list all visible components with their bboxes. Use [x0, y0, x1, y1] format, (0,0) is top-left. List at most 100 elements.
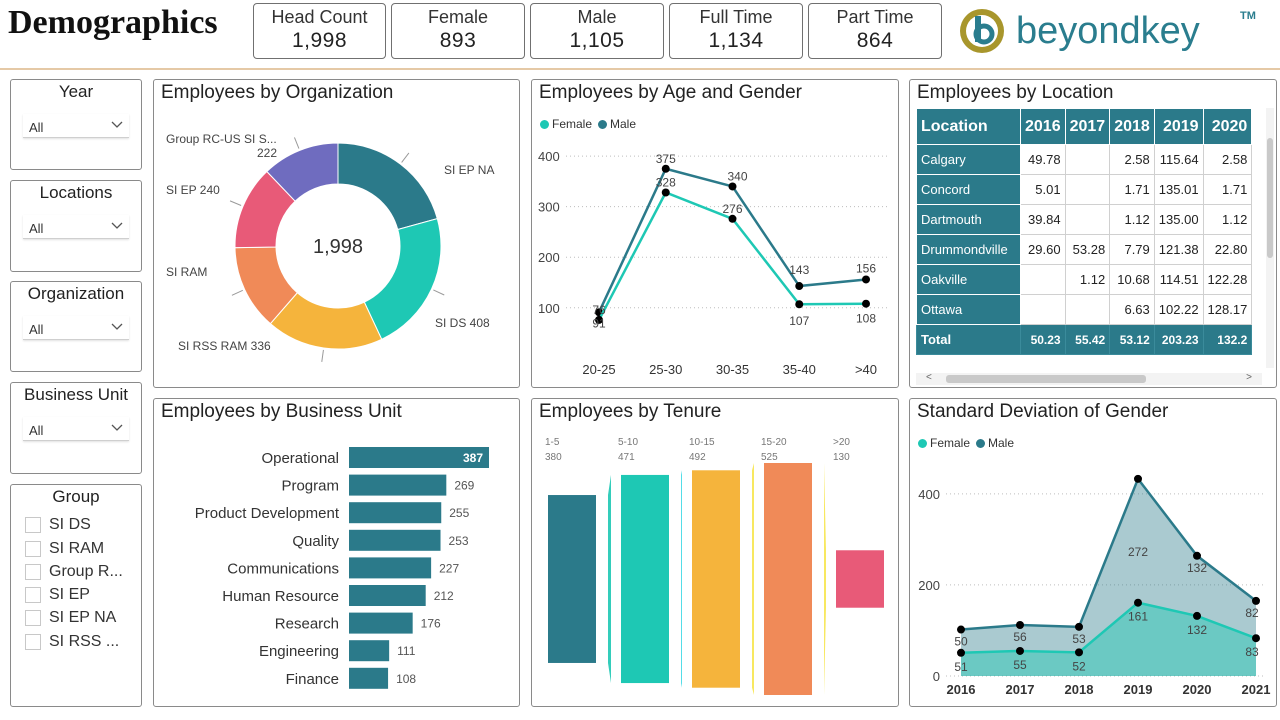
scrollbar-thumb[interactable] [946, 375, 1146, 383]
location-table-panel: Employees by Location Location 2016 2017… [909, 79, 1277, 388]
y-tick-label: 100 [538, 301, 560, 316]
locations-dropdown[interactable]: All [23, 215, 129, 239]
year-dropdown[interactable]: All [23, 114, 129, 138]
legend-label: Male [988, 436, 1015, 450]
scroll-left-icon[interactable]: < [926, 372, 932, 383]
business-unit-dropdown[interactable]: All [23, 417, 129, 441]
group-option-label: Group R... [49, 563, 123, 580]
donut-leader-line [401, 152, 410, 163]
table-cell [1064, 204, 1111, 235]
column-header[interactable]: Location [916, 108, 1021, 145]
table-cell: 22.80 [1202, 234, 1253, 265]
donut-label: SI RSS RAM 336 [178, 339, 271, 353]
table-row[interactable]: Oakville 1.12 10.68 114.51 122.28 [916, 264, 1253, 295]
table-row[interactable]: Concord 5.01 1.71 135.01 1.71 [916, 174, 1253, 205]
female-area [961, 602, 1256, 676]
total-cell: 203.23 [1153, 324, 1204, 355]
funnel-stage-value: 492 [689, 452, 706, 463]
header-divider [0, 68, 1280, 70]
column-header[interactable]: 2019 [1153, 108, 1204, 145]
bar [349, 612, 413, 634]
scroll-right-icon[interactable]: > [1246, 372, 1252, 383]
column-header[interactable]: 2017 [1064, 108, 1111, 145]
y-tick-label: 0 [933, 669, 940, 684]
page-title: Demographics [8, 4, 218, 41]
tenure-funnel-chart: 1-5 380 5-10 471 10-15 492 15-20 525 >20 130 [545, 437, 884, 695]
kpi-value: 1,134 [708, 29, 764, 52]
male-point [1134, 474, 1142, 483]
column-header[interactable]: 2016 [1020, 108, 1066, 145]
kpi-card-female: Female 893 [391, 3, 525, 59]
dropdown-value: All [29, 423, 44, 438]
slicer-title: Year [58, 82, 94, 101]
bar [349, 474, 447, 496]
legend-label: Male [610, 117, 637, 131]
bar [349, 447, 489, 468]
organization-dropdown[interactable]: All [23, 316, 129, 340]
chevron-down-icon [111, 222, 123, 229]
female-data-label: 276 [722, 202, 742, 216]
table-row[interactable]: Dartmouth 39.84 1.12 135.00 1.12 [916, 204, 1253, 235]
bar [349, 502, 442, 524]
male-point [1193, 551, 1201, 560]
bar-category-label: Quality [292, 533, 339, 550]
table-viewport: Location 2016 2017 2018 2019 2020 Calgar… [910, 80, 1260, 372]
x-tick-label: 2018 [1065, 682, 1094, 697]
bar-value-label: 387 [463, 451, 483, 465]
male-line [960, 476, 1257, 631]
bar [349, 585, 426, 606]
table-cell: 2.58 [1109, 144, 1155, 175]
table-cell: 29.60 [1020, 234, 1066, 265]
panel-title: Employees by Location [917, 82, 1114, 103]
vertical-scrollbar[interactable] [1266, 108, 1274, 368]
male-data-label: 143 [789, 263, 809, 277]
group-option-label: SI EP [49, 586, 90, 603]
checkbox-icon[interactable] [25, 634, 41, 650]
male-point [1016, 621, 1024, 630]
table-cell: 114.51 [1153, 264, 1204, 295]
checkbox-icon[interactable] [25, 564, 41, 580]
table-cell: 1.71 [1109, 174, 1155, 205]
kpi-card-part-time: Part Time 864 [808, 3, 942, 59]
male-data-label: 272 [1128, 545, 1148, 559]
female-data-label: 83 [1245, 645, 1259, 659]
funnel-stage-label: >20 [833, 437, 850, 448]
bu-chart-panel: Employees by Business Unit Operational 38… [153, 398, 520, 707]
group-option[interactable]: SI DS [25, 515, 91, 535]
y-tick-label: 400 [918, 487, 940, 502]
checkbox-icon[interactable] [25, 541, 41, 557]
group-option[interactable]: Group R... [25, 562, 123, 582]
checkbox-icon[interactable] [25, 517, 41, 533]
group-option[interactable]: SI EP NA [25, 608, 116, 628]
kpi-card-head-count: Head Count 1,998 [253, 3, 386, 59]
table-row[interactable]: Calgary 49.78 2.58 115.64 2.58 [916, 144, 1253, 175]
organization-slicer: Organization All [10, 281, 142, 372]
checkbox-icon[interactable] [25, 587, 41, 603]
group-option[interactable]: SI RSS ... [25, 632, 119, 652]
table-row[interactable]: Ottawa 6.63 102.22 128.17 [916, 294, 1253, 325]
group-option[interactable]: SI RAM [25, 539, 104, 559]
dropdown-value: All [29, 120, 44, 135]
group-option[interactable]: SI EP [25, 585, 90, 605]
donut-leader-line [293, 137, 300, 149]
bar-category-label: Human Resource [222, 588, 339, 605]
column-header[interactable]: 2020 [1202, 108, 1253, 145]
scrollbar-thumb[interactable] [1267, 138, 1273, 258]
table-row[interactable]: Drummondville 29.60 53.28 7.79 121.38 22.80 [916, 234, 1253, 265]
male-point [1252, 596, 1260, 605]
bar-category-label: Communications [227, 560, 339, 577]
x-tick-label: 2020 [1183, 682, 1212, 697]
bar-value-label: 227 [439, 561, 459, 575]
donut-leader-line [229, 200, 242, 206]
female-point [795, 300, 804, 309]
donut-label: SI DS 408 [435, 316, 490, 330]
horizontal-scrollbar[interactable]: < > [916, 372, 1262, 385]
column-header[interactable]: 2018 [1109, 108, 1155, 145]
age-line-chart: 400 300 200 100 20-25 25-30 30-35 35-40 >40 76 328… [538, 149, 888, 377]
table-cell: 10.68 [1109, 264, 1155, 295]
male-point [795, 282, 804, 291]
year-slicer: Year All [10, 79, 142, 170]
checkbox-icon[interactable] [25, 610, 41, 626]
table-total-row: Total 50.23 55.42 53.12 203.23 132.2 [916, 324, 1253, 355]
x-tick-label: 35-40 [783, 362, 816, 377]
